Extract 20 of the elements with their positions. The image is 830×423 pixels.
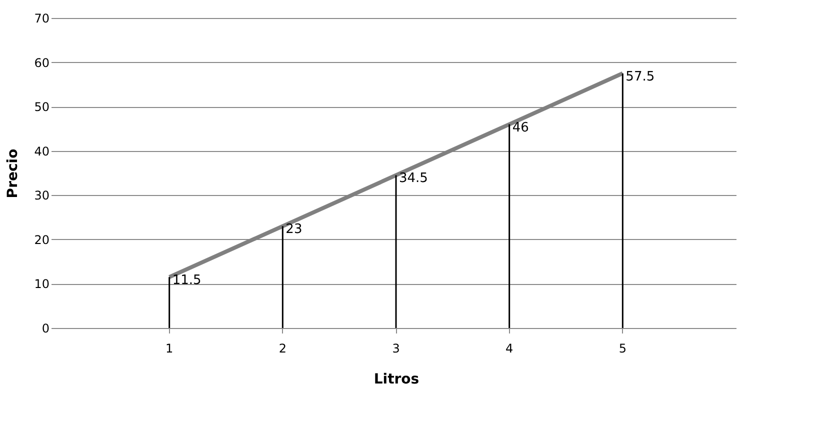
data-label: 11.5 [172,273,202,288]
x-tick-label: 4 [506,342,514,356]
x-axis-title: Litros [374,372,420,388]
y-tick-label: 40 [34,144,50,158]
data-label: 23 [286,222,302,238]
y-tick-label: 0 [42,322,50,336]
y-axis-title: Precio [5,148,22,198]
x-tick-label: 2 [278,342,286,356]
x-tick-label: 3 [392,342,400,356]
y-tick-label: 70 [34,12,50,26]
y-tick-label: 50 [34,100,50,114]
y-tick-label: 60 [34,56,50,70]
y-tick-label: 20 [34,232,50,247]
y-tick-label: 10 [34,277,50,292]
data-label: 46 [512,120,529,136]
y-tick-label: 30 [34,188,50,203]
data-label: 34.5 [399,171,428,186]
data-label: 57.5 [626,69,655,84]
x-tick-label: 1 [166,342,174,356]
x-tick-label: 5 [618,342,626,356]
